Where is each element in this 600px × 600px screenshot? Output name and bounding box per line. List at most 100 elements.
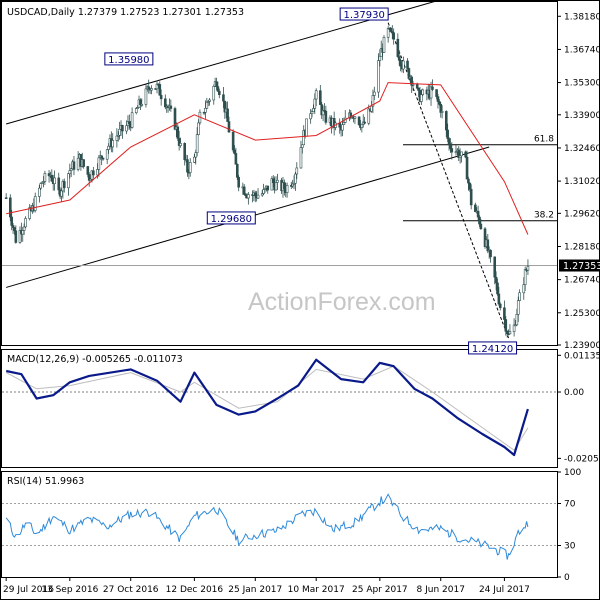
candle-body <box>478 216 481 225</box>
candle <box>399 58 402 72</box>
candle <box>24 216 27 229</box>
candle-body <box>212 85 216 101</box>
candle-body <box>460 151 463 157</box>
candle-body <box>498 303 502 309</box>
candle <box>82 159 85 169</box>
candle <box>489 249 492 263</box>
candle-body <box>341 124 344 131</box>
candle-body <box>33 196 37 211</box>
candle-body <box>62 181 66 189</box>
macd-panel: 0.011355 0.00 -0.020531 <box>2 351 600 464</box>
candle <box>188 158 192 177</box>
candle <box>523 266 527 291</box>
candle-body <box>262 189 265 194</box>
rsi-y-tick-label: 30 <box>564 542 576 552</box>
candle-body <box>57 177 61 191</box>
price-annotation-box <box>339 7 389 21</box>
candle-body <box>13 227 16 232</box>
candle <box>10 209 13 231</box>
candle <box>164 94 167 110</box>
candle <box>435 89 438 100</box>
candle-body <box>125 125 128 132</box>
candle <box>392 28 395 45</box>
candle-body <box>399 60 402 67</box>
candle-body <box>188 162 192 173</box>
candle-body <box>508 331 512 335</box>
candle-body <box>87 174 91 181</box>
candle-body <box>231 131 235 151</box>
candle-body <box>357 116 361 125</box>
candle <box>11 223 15 234</box>
candle <box>342 117 346 126</box>
candle <box>204 100 207 119</box>
candle-body <box>526 266 530 271</box>
rsi-panel-frame <box>1 471 558 578</box>
candle <box>100 155 103 166</box>
candle-body <box>377 60 380 93</box>
candle-body <box>503 307 506 320</box>
candle <box>173 106 177 131</box>
candle-body <box>96 169 99 176</box>
candle-body <box>68 170 72 174</box>
candle-body <box>465 156 469 180</box>
candle-body <box>468 182 472 190</box>
candle <box>186 155 189 177</box>
candle-body <box>204 107 207 113</box>
candle <box>235 163 239 180</box>
price-y-tick-label: 1.25300 <box>564 309 600 319</box>
candle <box>319 85 322 105</box>
candle-body <box>92 170 95 176</box>
candle-body <box>242 186 246 195</box>
candle-body <box>309 113 312 120</box>
candle-body <box>111 140 115 148</box>
x-tick-label: 24 Jul 2017 <box>479 585 530 595</box>
candle-body <box>360 123 364 128</box>
candle <box>420 89 423 105</box>
rsi-y-tick-label: 70 <box>564 500 576 510</box>
candle-body <box>226 108 229 122</box>
candle-body <box>176 126 180 139</box>
candle-body <box>276 179 279 183</box>
candle <box>504 316 508 336</box>
candle <box>305 118 308 137</box>
candle-body <box>67 173 70 189</box>
x-tick-label: 10 Mar 2017 <box>288 585 345 595</box>
candle-body <box>76 157 80 170</box>
candle-body <box>139 99 142 105</box>
candle-body <box>9 197 12 218</box>
candle-body <box>159 94 163 100</box>
candle <box>105 149 109 165</box>
candle-body <box>144 88 148 105</box>
candle-body <box>314 90 318 100</box>
candle-body <box>349 112 353 118</box>
candle-body <box>50 174 54 182</box>
candle <box>429 81 433 106</box>
candle <box>301 144 304 154</box>
candle-body <box>130 112 134 128</box>
candle <box>382 35 386 53</box>
candle <box>130 107 134 129</box>
candle-body <box>271 178 275 184</box>
channel-upper-line <box>6 0 442 125</box>
candle-body <box>389 28 393 32</box>
price-annotation-label: 1.24120 <box>472 344 513 355</box>
candle-body <box>420 94 423 102</box>
candle <box>101 157 105 161</box>
candle <box>179 137 182 148</box>
fib-level-label: 38.2 <box>534 211 554 221</box>
candle <box>367 104 371 126</box>
candle <box>486 233 490 254</box>
candle-body <box>247 194 250 199</box>
candle-body <box>294 173 297 184</box>
candle-body <box>312 108 315 112</box>
candle <box>407 67 411 80</box>
candle-body <box>431 86 434 90</box>
candle-body <box>324 110 328 123</box>
candle <box>460 151 463 163</box>
candle-body <box>237 176 240 188</box>
candle-body <box>164 98 167 108</box>
candle <box>314 88 318 107</box>
candle <box>469 184 473 210</box>
candle-body <box>227 121 231 133</box>
